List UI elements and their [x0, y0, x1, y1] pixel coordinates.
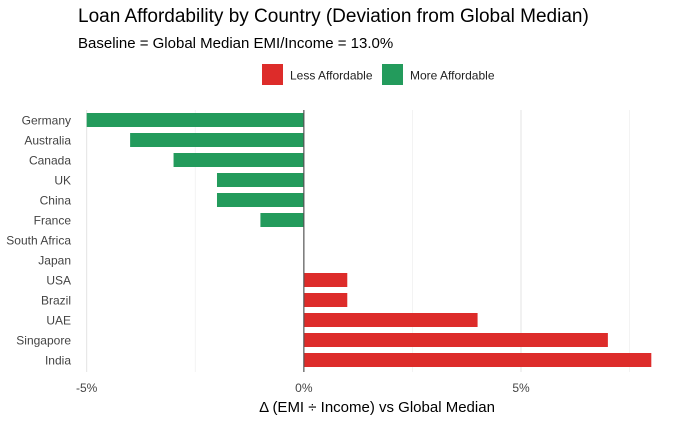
category-label: India — [45, 354, 71, 368]
y-axis-labels: Germany Australia Canada UK China France South… — [6, 114, 71, 368]
legend: Less Affordable More Affordable — [262, 64, 495, 85]
bar-france — [260, 213, 304, 227]
x-tick-label: 0% — [295, 381, 313, 395]
bar-usa — [303, 273, 348, 287]
bar-uk — [216, 173, 304, 187]
x-axis-tick-labels: -5% 0% 5% — [76, 381, 530, 395]
grid — [86, 110, 630, 372]
chart-title: Loan Affordability by Country (Deviation… — [78, 6, 589, 27]
category-label: China — [40, 194, 72, 208]
category-label: Brazil — [41, 294, 71, 308]
category-label: Canada — [29, 154, 71, 168]
category-label: USA — [46, 274, 71, 288]
category-label: Singapore — [16, 334, 71, 348]
bar-uae — [303, 313, 478, 327]
category-label: South Africa — [6, 234, 71, 248]
x-axis-title: Δ (EMI ÷ Income) vs Global Median — [259, 399, 495, 416]
legend-swatch — [262, 64, 283, 85]
legend-swatch — [382, 64, 403, 85]
bar-india — [303, 353, 652, 367]
x-tick-label: -5% — [76, 381, 98, 395]
category-label: Australia — [24, 134, 71, 148]
category-label: Japan — [38, 254, 71, 268]
category-label: UK — [54, 174, 71, 188]
legend-label: More Affordable — [410, 69, 495, 83]
bar-australia — [130, 133, 304, 147]
bars — [86, 113, 652, 367]
chart-subtitle: Baseline = Global Median EMI/Income = 13… — [78, 35, 393, 52]
x-tick-label: 5% — [512, 381, 530, 395]
category-label: France — [34, 214, 72, 228]
category-label: Germany — [22, 114, 71, 128]
category-label: UAE — [46, 314, 71, 328]
bar-singapore — [303, 333, 608, 347]
legend-label: Less Affordable — [290, 69, 373, 83]
bar-germany — [86, 113, 304, 127]
bar-brazil — [303, 293, 348, 307]
bar-china — [216, 193, 304, 207]
bar-canada — [173, 153, 304, 167]
